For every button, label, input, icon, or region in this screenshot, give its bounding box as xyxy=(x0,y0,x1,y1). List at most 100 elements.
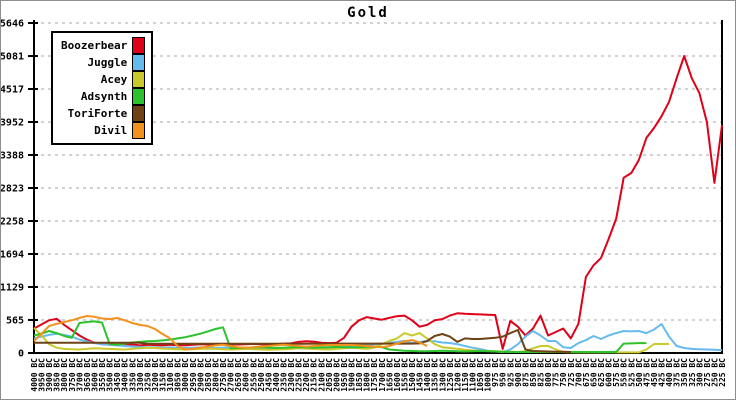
legend-item-label: Juggle xyxy=(87,56,128,69)
y-tick-label: 565 xyxy=(6,315,24,326)
x-tick-label: 1350 BC xyxy=(431,358,440,392)
legend-item: Acey xyxy=(61,71,146,88)
x-tick-label: 1950 BC xyxy=(340,358,349,392)
legend-color-swatch xyxy=(132,122,146,139)
x-tick-label: 1300 BC xyxy=(438,358,447,392)
y-tick-label: 5081 xyxy=(1,52,24,63)
x-tick-label: 2400 BC xyxy=(272,358,281,392)
x-tick-label: 3000 BC xyxy=(181,358,190,392)
x-tick-label: 3300 BC xyxy=(136,358,145,392)
series-lines xyxy=(33,55,723,354)
x-tick-label: 925 BC xyxy=(506,358,515,387)
legend-item: Adsynth xyxy=(61,88,146,105)
x-tick-label: 775 BC xyxy=(552,358,561,387)
x-tick-label: 400 BC xyxy=(665,358,674,387)
legend-color-swatch xyxy=(132,105,146,122)
x-tick-label: 600 BC xyxy=(605,358,614,387)
x-tick-label: 3450 BC xyxy=(113,358,122,392)
x-tick-label: 1700 BC xyxy=(378,358,387,392)
x-tick-label: 2150 BC xyxy=(310,358,319,392)
x-tick-label: 350 BC xyxy=(680,358,689,387)
x-tick-label: 425 BC xyxy=(658,358,667,387)
y-tick-label: 1129 xyxy=(1,283,24,294)
x-tick-label: 2450 BC xyxy=(264,358,273,392)
x-tick-label: 2800 BC xyxy=(211,358,220,392)
x-tick-label: 1650 BC xyxy=(385,358,394,392)
series-line-ToriForte xyxy=(34,329,571,353)
x-tick-label: 3800 BC xyxy=(60,358,69,392)
x-tick-label: 2500 BC xyxy=(257,358,266,392)
y-tick-label: 2258 xyxy=(1,217,24,228)
x-tick-label: 750 BC xyxy=(559,358,568,387)
legend-item-label: ToriForte xyxy=(67,107,128,120)
x-tick-label: 500 BC xyxy=(635,358,644,387)
y-tick-label: 4517 xyxy=(1,84,24,95)
x-tick-label: 375 BC xyxy=(673,358,682,387)
x-tick-label: 1800 BC xyxy=(363,358,372,392)
x-tick-label: 2900 BC xyxy=(196,358,205,392)
chart-title: Gold xyxy=(347,5,389,21)
x-tick-label: 975 BC xyxy=(491,358,500,387)
x-tick-label: 3050 BC xyxy=(174,358,183,392)
series-line-Divil xyxy=(33,315,428,351)
x-tick-label: 2250 BC xyxy=(295,358,304,392)
x-tick-label: 2000 BC xyxy=(332,358,341,392)
legend-color-swatch xyxy=(132,88,146,105)
x-tick-label: 675 BC xyxy=(582,358,591,387)
x-tick-label: 800 BC xyxy=(544,358,553,387)
x-tick-label: 225 BC xyxy=(718,358,727,387)
x-tick-label: 1600 BC xyxy=(393,358,402,392)
x-tick-label: 850 BC xyxy=(529,358,538,387)
y-tick-label: 1694 xyxy=(1,249,24,260)
x-tick-label: 3100 BC xyxy=(166,358,175,392)
x-tick-label: 3350 BC xyxy=(128,358,137,392)
x-tick-label: 3400 BC xyxy=(121,358,130,392)
x-tick-label: 275 BC xyxy=(703,358,712,387)
x-tick-label: 475 BC xyxy=(642,358,651,387)
y-tick-label: 0 xyxy=(18,349,24,360)
x-tick-label: 3150 BC xyxy=(159,358,168,392)
x-tick-label: 2950 BC xyxy=(189,358,198,392)
x-tick-label: 3950 BC xyxy=(38,358,47,392)
x-tick-label: 2300 BC xyxy=(287,358,296,392)
x-tick-label: 2650 BC xyxy=(234,358,243,392)
x-tick-label: 1850 BC xyxy=(355,358,364,392)
x-tick-label: 525 BC xyxy=(627,358,636,387)
x-tick-label: 3200 BC xyxy=(151,358,160,392)
x-tick-label: 2350 BC xyxy=(279,358,288,392)
x-tick-label: 2850 BC xyxy=(204,358,213,392)
legend-item-label: Divil xyxy=(94,124,128,137)
legend-color-swatch xyxy=(132,37,146,54)
x-tick-label: 1150 BC xyxy=(461,358,470,392)
x-tick-label: 3250 BC xyxy=(143,358,152,392)
x-tick-label: 2700 BC xyxy=(227,358,236,392)
legend-item-label: Acey xyxy=(100,73,128,86)
x-tick-label: 3750 BC xyxy=(68,358,77,392)
x-tick-label: 2550 BC xyxy=(249,358,258,392)
y-tick-label: 2823 xyxy=(1,184,24,195)
series-line-Adsynth xyxy=(33,320,647,353)
legend-item-label: Boozerbear xyxy=(61,39,128,52)
x-tick-label: 725 BC xyxy=(567,358,576,387)
x-tick-label: 1050 BC xyxy=(476,358,485,392)
x-tick-label: 2600 BC xyxy=(242,358,251,392)
x-tick-label: 3550 BC xyxy=(98,358,107,392)
y-tick-label: 3952 xyxy=(1,118,24,129)
x-tick-label: 450 BC xyxy=(650,358,659,387)
x-tick-label: 2100 BC xyxy=(317,358,326,392)
x-tick-label: 1100 BC xyxy=(469,358,478,392)
x-tick-label: 3600 BC xyxy=(90,358,99,392)
y-tick-label: 5646 xyxy=(1,19,24,30)
x-tick-label: 250 BC xyxy=(710,358,719,387)
x-tick-label: 1200 BC xyxy=(453,358,462,392)
x-tick-label: 1500 BC xyxy=(408,358,417,392)
x-tick-label: 1550 BC xyxy=(400,358,409,392)
x-tick-label: 2200 BC xyxy=(302,358,311,392)
x-tick-label: 650 BC xyxy=(589,358,598,387)
y-tick-label: 3388 xyxy=(1,150,24,161)
x-tick-label: 3850 BC xyxy=(53,358,62,392)
x-tick-label: 1250 BC xyxy=(446,358,455,392)
